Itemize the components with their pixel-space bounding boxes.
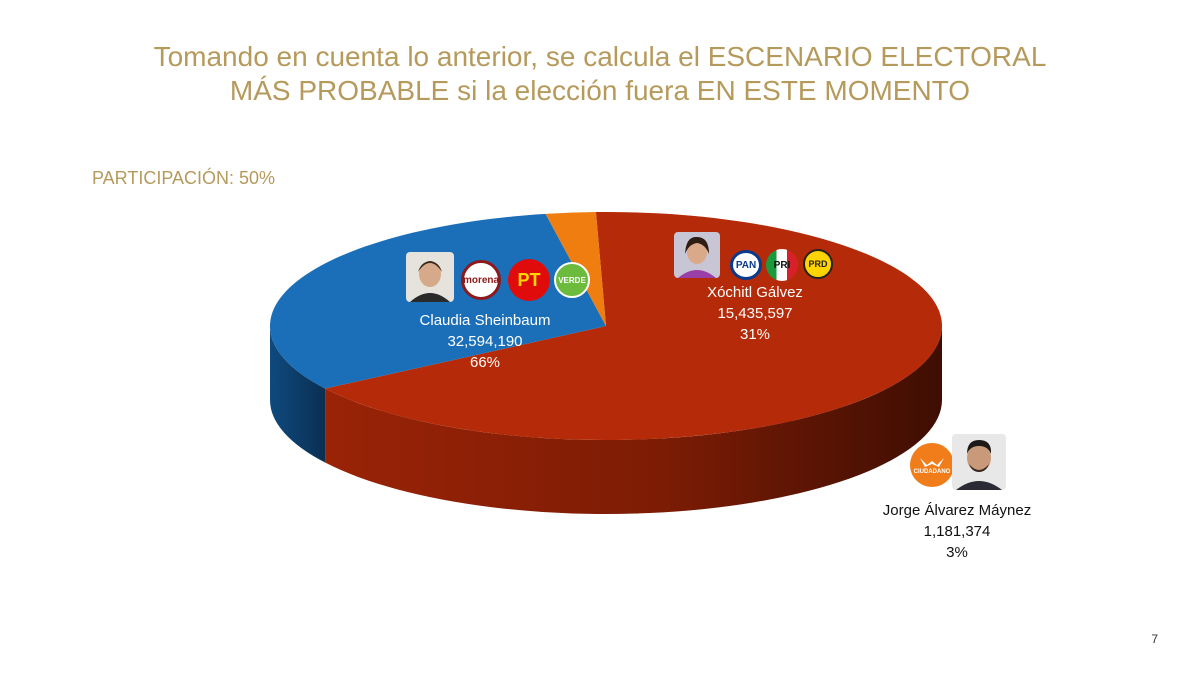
maynez-label: Jorge Álvarez Máynez 1,181,374 3% [860,500,1054,563]
pie-sides [270,326,942,515]
sheinbaum-percent: 66% [469,354,501,371]
verde-logo-icon: VERDE [554,262,590,298]
galvez-label: Xóchitl Gálvez 15,435,597 31% [650,282,860,345]
page-title: Tomando en cuenta lo anterior, se calcul… [0,40,1200,108]
sheinbaum-name: Claudia Sheinbaum [419,312,551,329]
slice-galvez-side [270,326,326,463]
maynez-percent: 3% [946,544,968,561]
title-line-1: Tomando en cuenta lo anterior, se calcul… [153,41,1047,72]
prd-logo-icon: PRD [803,249,833,279]
galvez-avatar [674,232,720,278]
morena-logo-icon: morena [461,260,501,300]
slice-sheinbaum-side [325,326,942,515]
pt-logo-icon: PT [508,259,550,301]
participation-label: PARTICIPACIÓN: 50% [92,168,276,188]
page-number: 7 [1151,632,1158,646]
galvez-votes: 15,435,597 [717,305,793,322]
pan-logo-icon: PAN [730,250,762,280]
maynez-name: Jorge Álvarez Máynez [882,502,1032,519]
sheinbaum-votes: 32,594,190 [447,333,523,350]
sheinbaum-avatar [406,252,454,302]
pri-logo-icon: PRI [766,249,798,281]
maynez-votes: 1,181,374 [923,523,991,540]
maynez-avatar [952,434,1006,490]
person-avatar-icon [952,434,1006,490]
galvez-name: Xóchitl Gálvez [707,284,803,301]
galvez-percent: 31% [739,326,771,343]
sheinbaum-label: Claudia Sheinbaum 32,594,190 66% [380,310,590,373]
movimiento-ciudadano-logo-icon: CIUDADANO [910,443,954,487]
eagle-icon [920,458,944,467]
person-avatar-icon [674,232,720,278]
person-avatar-icon [406,252,454,302]
title-line-2: MÁS PROBABLE si la elección fuera EN EST… [229,75,971,106]
